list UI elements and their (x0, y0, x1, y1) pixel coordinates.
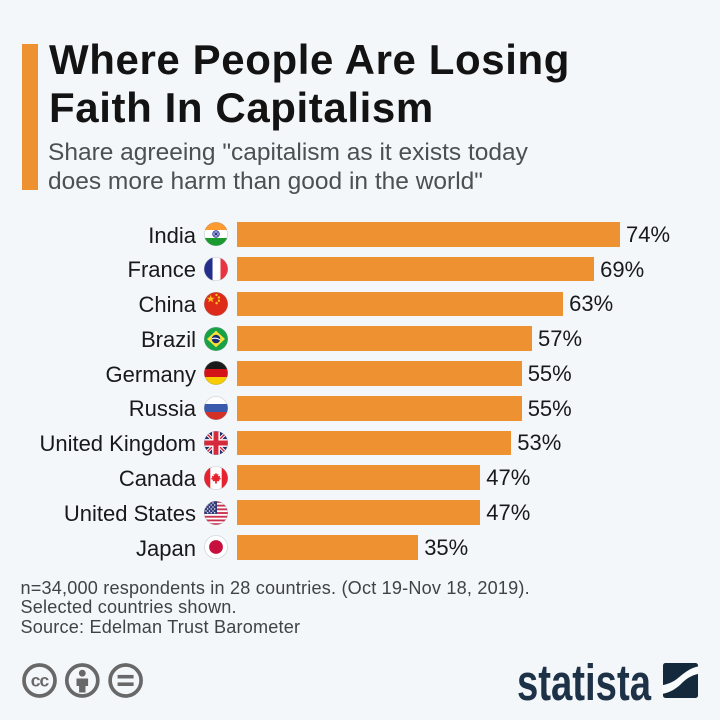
svg-text:statista: statista (517, 655, 651, 705)
svg-text:cc: cc (31, 671, 50, 691)
